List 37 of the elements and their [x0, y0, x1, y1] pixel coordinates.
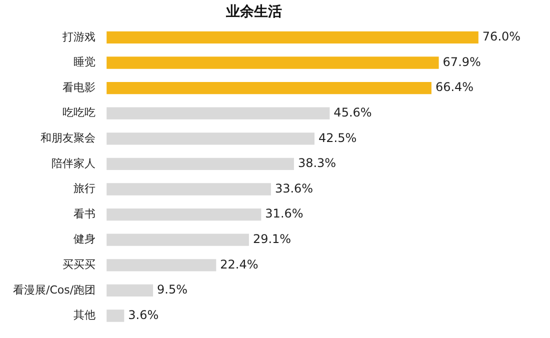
y-tick-label: 买买买 — [62, 258, 96, 272]
y-tick-label: 看漫展/Cos/跑团 — [12, 283, 96, 296]
data-label: 67.9% — [442, 54, 481, 69]
data-label: 22.4% — [220, 257, 258, 272]
bar — [106, 132, 315, 145]
bar — [106, 234, 249, 246]
y-tick-label: 陪伴家人 — [52, 156, 96, 170]
data-label: 76.0% — [482, 30, 521, 44]
data-label: 9.5% — [157, 282, 188, 297]
data-label: 31.6% — [265, 206, 304, 221]
y-tick-label: 睡觉 — [74, 56, 96, 69]
data-label: 45.6% — [334, 105, 372, 120]
y-tick-label: 看电影 — [62, 80, 96, 94]
bar — [106, 183, 271, 196]
y-tick-label: 看书 — [74, 207, 96, 220]
y-tick-label: 打游戏 — [62, 30, 96, 44]
data-label: 29.1% — [252, 232, 292, 246]
y-tick-label: 吃吃吃 — [62, 106, 96, 120]
bar — [106, 31, 478, 44]
bar — [106, 284, 154, 297]
y-tick-label: 旅行 — [74, 182, 96, 196]
data-label: 38.3% — [298, 156, 336, 170]
data-label: 3.6% — [128, 308, 159, 322]
bar — [106, 259, 216, 272]
data-label: 33.6% — [274, 181, 314, 196]
y-tick-label: 健身 — [74, 232, 96, 246]
bar — [106, 82, 432, 94]
data-label: 66.4% — [435, 80, 474, 94]
bar — [106, 208, 262, 221]
bar — [106, 107, 330, 120]
data-label: 42.5% — [318, 130, 357, 145]
bar — [106, 310, 124, 322]
chart-title: 业余生活 — [225, 4, 282, 20]
bar — [106, 158, 294, 170]
y-tick-label: 其他 — [74, 308, 96, 322]
bar — [106, 56, 439, 69]
y-tick-label: 和朋友聚会 — [40, 132, 96, 145]
